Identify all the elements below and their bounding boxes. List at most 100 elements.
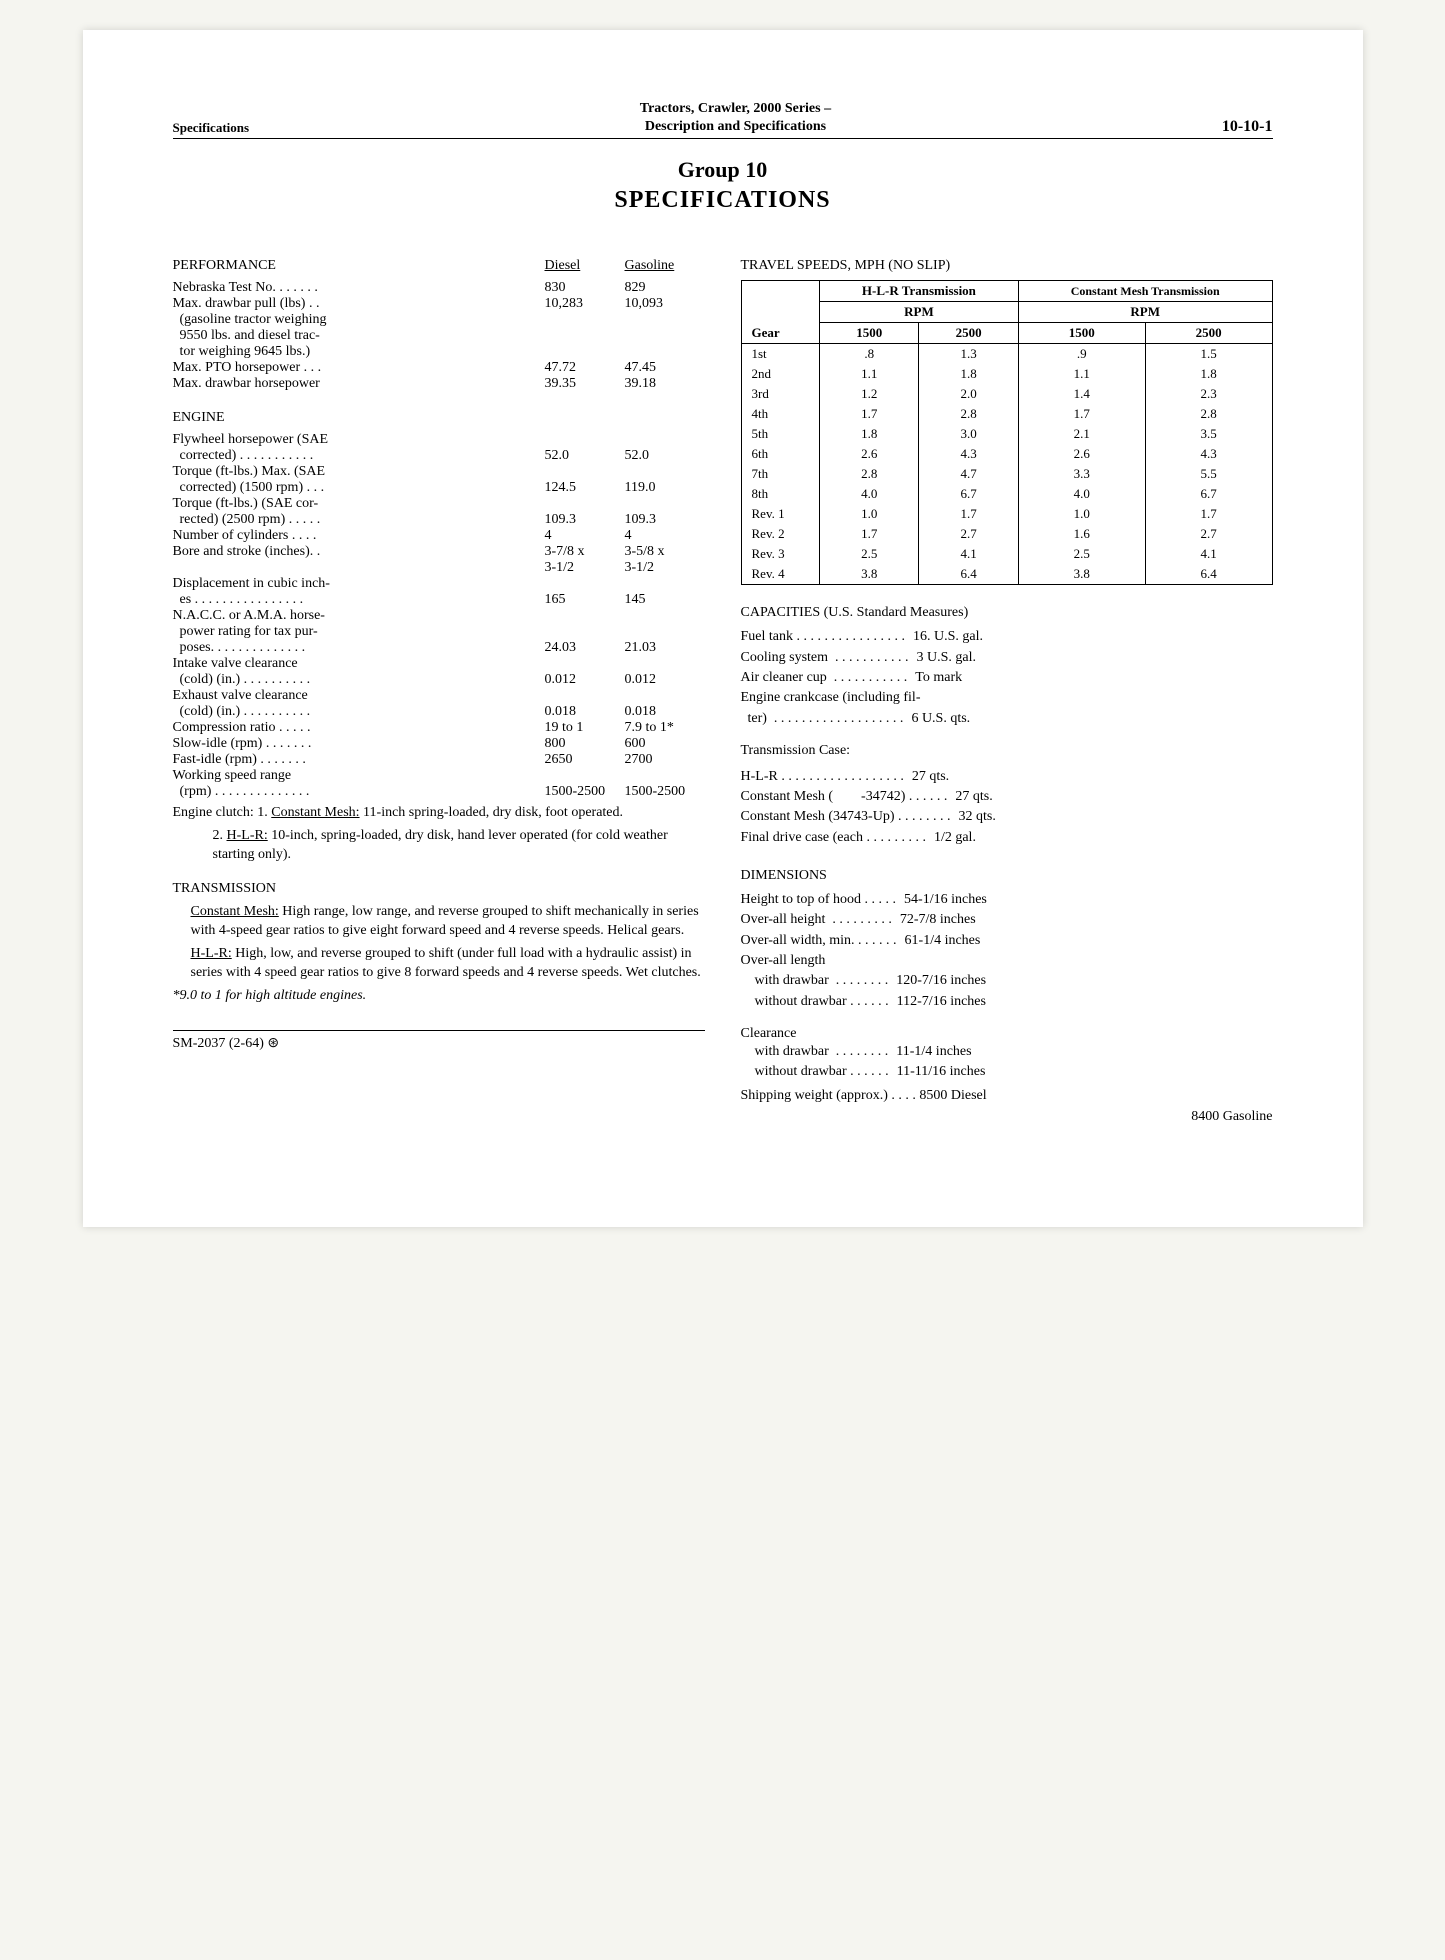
spec-values: 10,28310,093 — [545, 296, 705, 312]
spec-values: 830829 — [545, 280, 705, 296]
list-row: with drawbar . . . . . . . .11-1/4 inche… — [741, 1042, 1273, 1062]
spec-values — [545, 344, 705, 360]
gear-cell: 3rd — [741, 384, 819, 404]
engine-clutch-2: 2. H-L-R: 10-inch, spring-loaded, dry di… — [173, 827, 705, 865]
spec-label: (cold) (in.) . . . . . . . . . . — [173, 672, 545, 688]
spec-row: es . . . . . . . . . . . . . . . .165145 — [173, 592, 705, 608]
speed-cell: .9 — [1018, 344, 1145, 365]
speed-cell: 1.7 — [819, 404, 918, 424]
clutch2-pre: 2. — [213, 828, 227, 843]
spec-row: Displacement in cubic inch- — [173, 576, 705, 592]
list-row: H-L-R . . . . . . . . . . . . . . . . . … — [741, 767, 1273, 787]
value-gasoline — [625, 624, 705, 640]
spec-values: 24.0321.03 — [545, 640, 705, 656]
spec-values — [545, 464, 705, 480]
value-gasoline: 3-5/8 x — [625, 544, 705, 560]
spec-values — [545, 432, 705, 448]
speed-cell: 2.0 — [919, 384, 1018, 404]
value-diesel — [545, 688, 625, 704]
spec-label: (gasoline tractor weighing — [173, 312, 545, 328]
travel-row: 7th2.84.73.35.5 — [741, 464, 1272, 484]
value-gasoline — [625, 496, 705, 512]
travel-row: 2nd1.11.81.11.8 — [741, 364, 1272, 384]
performance-rows: Nebraska Test No. . . . . . .830829Max. … — [173, 280, 705, 392]
spec-values — [545, 688, 705, 704]
list-label: H-L-R . . . . . . . . . . . . . . . . . … — [741, 767, 904, 787]
list-row: Engine crankcase (including fil- — [741, 688, 1273, 708]
th-1500-b: 1500 — [1018, 323, 1145, 344]
spec-row: Fast-idle (rpm) . . . . . . .26502700 — [173, 752, 705, 768]
list-label: Over-all length — [741, 951, 826, 971]
value-gasoline: 829 — [625, 280, 705, 296]
value-diesel: 124.5 — [545, 480, 625, 496]
speed-cell: 1.8 — [819, 424, 918, 444]
speed-cell: 4.1 — [919, 544, 1018, 564]
speed-cell: 3.0 — [919, 424, 1018, 444]
spec-values: 26502700 — [545, 752, 705, 768]
performance-section: PERFORMANCE Diesel Gasoline Nebraska Tes… — [173, 244, 705, 392]
speed-cell: 3.8 — [1018, 564, 1145, 585]
ship-line2: 8400 Gasoline — [741, 1107, 1273, 1127]
th-hlr: H-L-R Transmission — [819, 281, 1018, 302]
spec-label: corrected) (1500 rpm) . . . — [173, 480, 545, 496]
value-gasoline — [625, 656, 705, 672]
th-2500-b: 2500 — [1145, 323, 1272, 344]
spec-label: Max. drawbar horsepower — [173, 376, 545, 392]
spec-row: rected) (2500 rpm) . . . . .109.3109.3 — [173, 512, 705, 528]
gear-cell: 6th — [741, 444, 819, 464]
spec-values — [545, 576, 705, 592]
value-diesel: 2650 — [545, 752, 625, 768]
spec-label: Exhaust valve clearance — [173, 688, 545, 704]
list-label: without drawbar . . . . . . — [741, 1062, 889, 1082]
spec-values: 124.5119.0 — [545, 480, 705, 496]
value-gasoline: 1500-2500 — [625, 784, 705, 800]
spec-label: Max. drawbar pull (lbs) . . — [173, 296, 545, 312]
content-columns: PERFORMANCE Diesel Gasoline Nebraska Tes… — [173, 244, 1273, 1127]
list-row: Over-all width, min. . . . . . .61-1/4 i… — [741, 931, 1273, 951]
speed-cell: 2.5 — [1018, 544, 1145, 564]
list-value: 11-11/16 inches — [889, 1062, 986, 1082]
value-diesel — [545, 608, 625, 624]
speed-cell: 1.6 — [1018, 524, 1145, 544]
th-gear: Gear — [741, 281, 819, 344]
gear-cell: 5th — [741, 424, 819, 444]
right-column: TRAVEL SPEEDS, MPH (NO SLIP) Gear H-L-R … — [741, 244, 1273, 1127]
speed-cell: 2.7 — [1145, 524, 1272, 544]
spec-values: 800600 — [545, 736, 705, 752]
clearance-heading: Clearance — [741, 1026, 1273, 1042]
trans-case-heading: Transmission Case: — [741, 743, 1273, 759]
spec-values — [545, 328, 705, 344]
list-value — [920, 688, 928, 708]
value-gasoline: 0.012 — [625, 672, 705, 688]
spec-label: tor weighing 9645 lbs.) — [173, 344, 545, 360]
spec-row: Intake valve clearance — [173, 656, 705, 672]
value-gasoline — [625, 688, 705, 704]
value-diesel: 24.03 — [545, 640, 625, 656]
speed-cell: 6.4 — [919, 564, 1018, 585]
list-row: ter) . . . . . . . . . . . . . . . . . .… — [741, 709, 1273, 729]
clutch2-u: H-L-R: — [227, 828, 268, 843]
value-diesel — [545, 312, 625, 328]
spec-row: Flywheel horsepower (SAE — [173, 432, 705, 448]
value-gasoline: 47.45 — [625, 360, 705, 376]
spec-label: es . . . . . . . . . . . . . . . . — [173, 592, 545, 608]
spec-label: poses. . . . . . . . . . . . . . — [173, 640, 545, 656]
spec-values — [545, 624, 705, 640]
page-header: Specifications Tractors, Crawler, 2000 S… — [173, 100, 1273, 139]
speed-cell: 1.3 — [919, 344, 1018, 365]
list-row: with drawbar . . . . . . . .120-7/16 inc… — [741, 971, 1273, 991]
list-value: 27 qts. — [947, 787, 992, 807]
list-row: Over-all length — [741, 951, 1273, 971]
value-gasoline — [625, 312, 705, 328]
speed-cell: 1.7 — [919, 504, 1018, 524]
spec-label: Working speed range — [173, 768, 545, 784]
value-diesel: 10,283 — [545, 296, 625, 312]
spec-row: corrected) (1500 rpm) . . .124.5119.0 — [173, 480, 705, 496]
value-gasoline: 119.0 — [625, 480, 705, 496]
spec-values: 44 — [545, 528, 705, 544]
list-value: 72-7/8 inches — [892, 910, 976, 930]
list-row: Height to top of hood . . . . .54-1/16 i… — [741, 890, 1273, 910]
spec-row: Compression ratio . . . . .19 to 17.9 to… — [173, 720, 705, 736]
gear-cell: 7th — [741, 464, 819, 484]
spec-values — [545, 608, 705, 624]
